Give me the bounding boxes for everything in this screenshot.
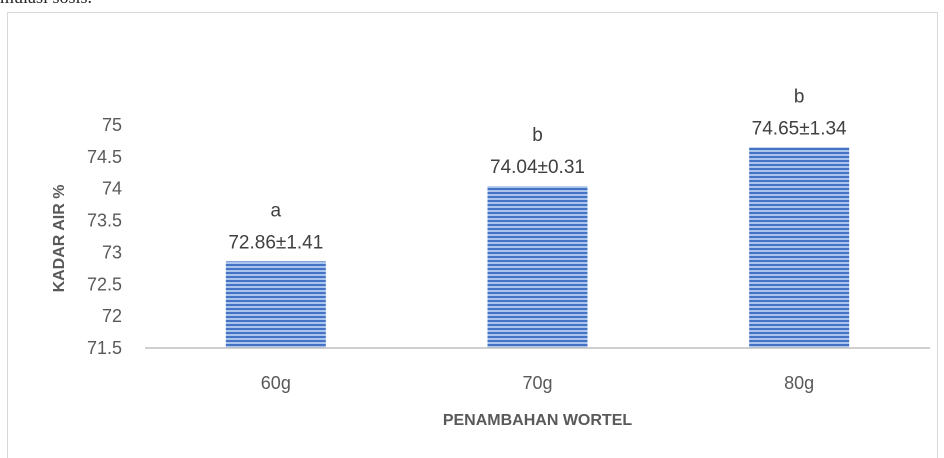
bar-value-label: 74.04±0.31 bbox=[490, 157, 585, 178]
significance-letter: b bbox=[794, 86, 805, 107]
x-category-label: 80g bbox=[784, 373, 814, 393]
significance-letter: a bbox=[271, 200, 282, 221]
x-category-label: 60g bbox=[261, 373, 291, 393]
bar-80g bbox=[749, 147, 850, 348]
bar-60g bbox=[225, 261, 326, 348]
x-category-label: 70g bbox=[522, 373, 552, 393]
bar-70g bbox=[487, 186, 588, 348]
y-tick-label: 74.5 bbox=[87, 147, 122, 167]
chart-frame bbox=[7, 12, 938, 458]
y-tick-label: 74 bbox=[102, 179, 122, 199]
y-tick-label: 73 bbox=[102, 242, 122, 262]
bar-value-label: 74.65±1.34 bbox=[752, 118, 847, 139]
bar-value-label: 72.86±1.41 bbox=[228, 232, 323, 253]
x-axis-title: PENAMBAHAN WORTEL bbox=[443, 412, 633, 429]
y-tick-label: 72 bbox=[102, 306, 122, 326]
y-tick-label: 75 bbox=[102, 115, 122, 135]
y-tick-label: 71.5 bbox=[87, 338, 122, 358]
y-tick-label: 73.5 bbox=[87, 211, 122, 231]
y-axis-title: KADAR AIR % bbox=[51, 185, 68, 293]
significance-letter: b bbox=[532, 125, 543, 146]
y-tick-label: 72.5 bbox=[87, 274, 122, 294]
caption-fragment: mulasi sosis. bbox=[0, 0, 92, 8]
